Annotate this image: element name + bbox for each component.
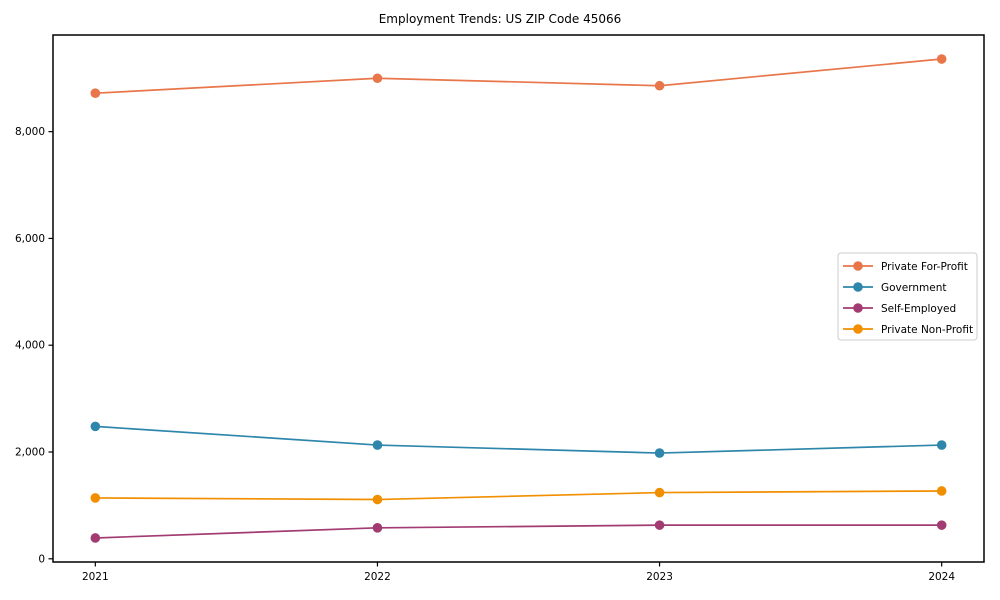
data-point-private-non-profit	[654, 487, 665, 498]
legend-marker-sample	[853, 324, 863, 334]
series-line-private-for-profit	[95, 58, 942, 95]
legend-marker-sample	[853, 303, 863, 313]
x-axis-tick-label: 2023	[646, 571, 673, 583]
series-line-self-employed	[95, 524, 942, 539]
data-point-private-for-profit	[372, 73, 383, 84]
legend-marker-sample	[853, 282, 863, 292]
y-axis-tick-label: 6,000	[15, 233, 45, 245]
legend-box	[837, 252, 978, 341]
y-axis-tick-label: 8,000	[15, 126, 45, 138]
data-point-government	[90, 421, 101, 432]
series-line-government	[95, 425, 942, 454]
data-point-self-employed	[936, 520, 947, 530]
legend-entry-label: Private For-Profit	[881, 261, 968, 273]
data-point-private-non-profit	[372, 494, 383, 505]
data-point-private-non-profit	[936, 486, 947, 496]
data-point-government	[372, 440, 383, 450]
legend-marker-sample	[853, 261, 863, 271]
legend-entry-label: Private Non-Profit	[881, 324, 973, 336]
data-point-government	[654, 448, 665, 458]
chart-title: Employment Trends: US ZIP Code 45066	[378, 12, 622, 26]
x-axis-tick-label: 2024	[928, 571, 955, 583]
y-axis-tick-label: 0	[38, 553, 45, 565]
data-point-private-for-profit	[90, 88, 101, 98]
x-axis-tick-label: 2021	[82, 571, 109, 583]
data-point-private-for-profit	[654, 80, 665, 91]
y-axis-tick-label: 2,000	[15, 447, 45, 459]
y-axis-tick-label: 4,000	[15, 340, 45, 352]
series-line-private-non-profit	[95, 490, 942, 501]
data-point-private-non-profit	[90, 493, 101, 503]
plot-area-border	[52, 34, 985, 563]
data-point-private-for-profit	[936, 54, 947, 64]
x-axis-tick-label: 2022	[364, 571, 391, 583]
legend-entry-label: Government	[881, 282, 946, 294]
data-point-government	[936, 440, 947, 450]
data-point-self-employed	[372, 523, 383, 533]
data-point-self-employed	[90, 533, 101, 543]
data-point-self-employed	[654, 520, 665, 530]
legend-entry-label: Self-Employed	[881, 303, 956, 315]
